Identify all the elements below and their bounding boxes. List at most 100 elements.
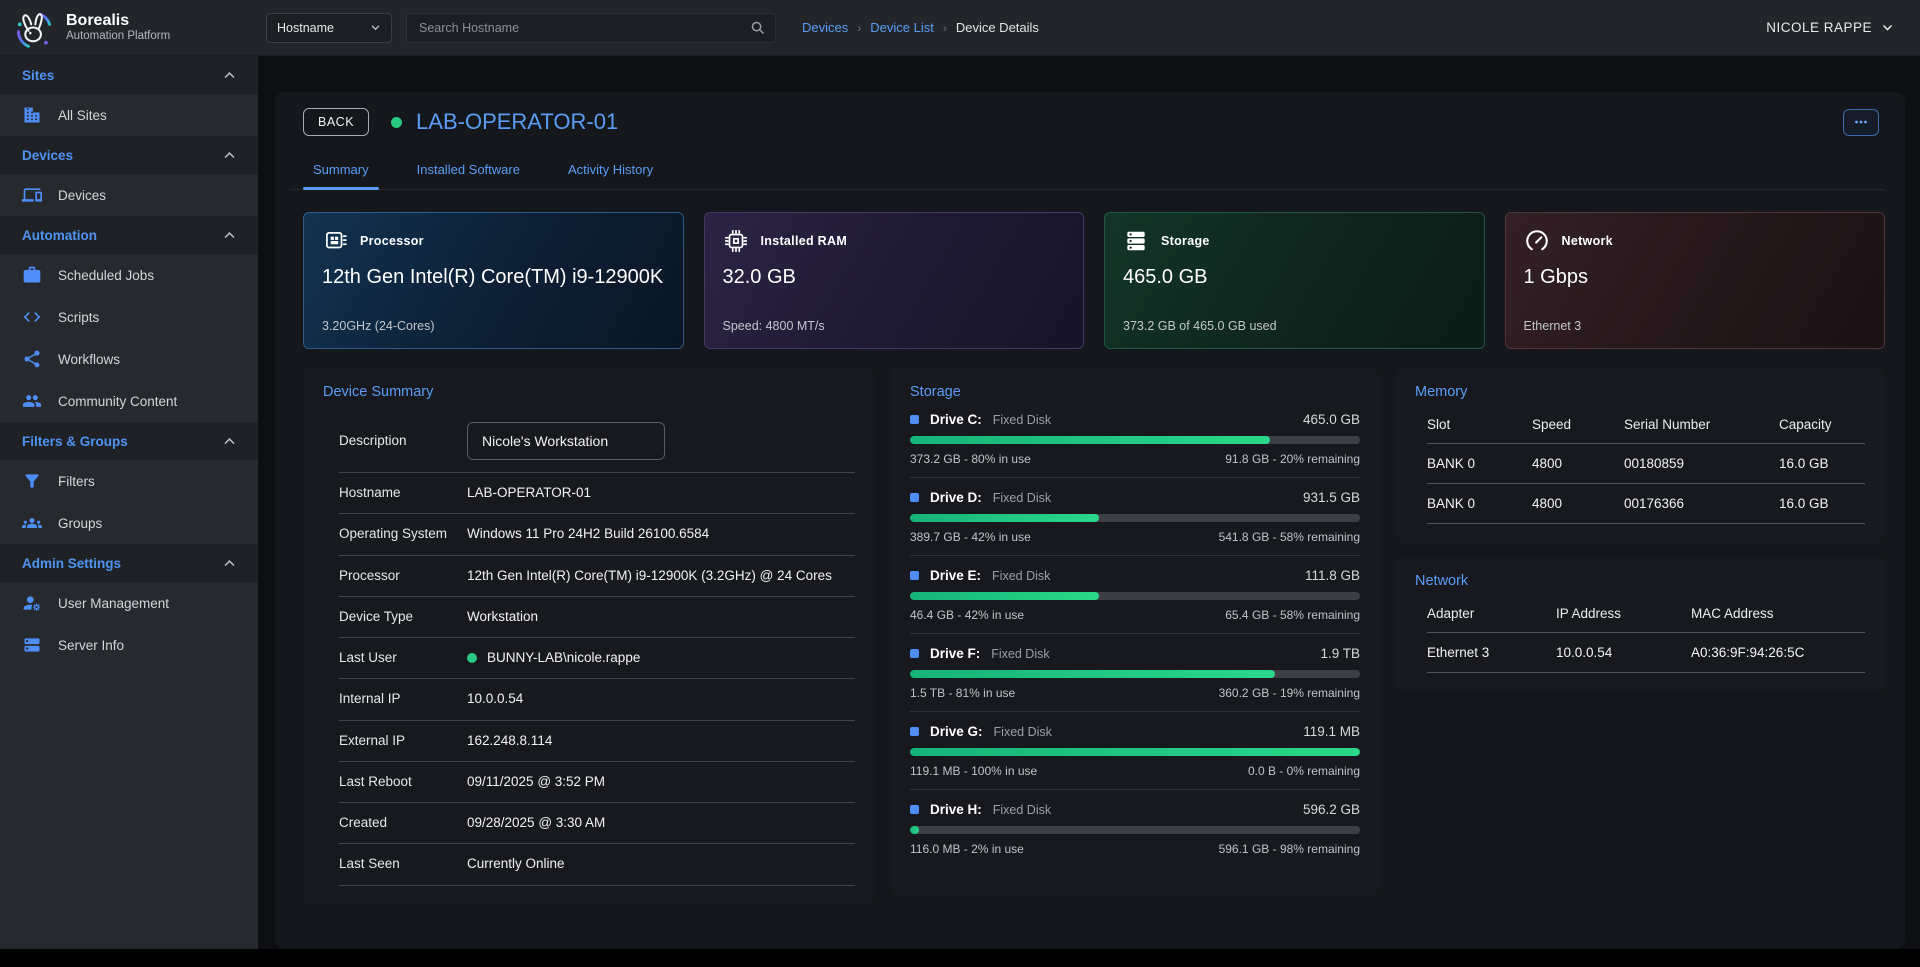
- user-gear-icon: [22, 593, 42, 613]
- device-summary-table: Description Hostname LAB-OPERATOR-01 Ope…: [323, 410, 855, 886]
- chevron-up-icon: [223, 69, 236, 82]
- drive-usage-fill: [910, 436, 1270, 444]
- sidebar-item-label: Scripts: [58, 310, 99, 325]
- breadcrumb-separator-icon: ›: [857, 21, 861, 35]
- row-value: 10.0.0.54: [467, 689, 523, 709]
- drive-row-d: Drive D: Fixed Disk 931.5 GB 389.7 GB - …: [910, 477, 1360, 555]
- drive-usage-bar: [910, 436, 1360, 444]
- drive-usage-bar: [910, 826, 1360, 834]
- workflow-icon: [22, 349, 42, 369]
- drive-used-text: 116.0 MB - 2% in use: [910, 842, 1024, 856]
- ram-chip-icon: [723, 228, 749, 254]
- card-value: 32.0 GB: [723, 266, 1066, 289]
- tab-installed-software[interactable]: Installed Software: [407, 152, 530, 189]
- row-label: Description: [339, 432, 467, 450]
- breadcrumb-device-details: Device Details: [956, 20, 1039, 35]
- right-column: Memory Slot Speed Serial Number Capacity…: [1395, 368, 1885, 691]
- row-label: Last Seen: [339, 855, 467, 873]
- card-footer: Ethernet 3: [1524, 319, 1867, 333]
- drive-free-text: 360.2 GB - 19% remaining: [1219, 686, 1360, 700]
- drive-free-text: 91.8 GB - 20% remaining: [1225, 452, 1360, 466]
- cpu-icon: [322, 228, 348, 254]
- sidebar-item-all-sites[interactable]: All Sites: [0, 94, 258, 136]
- network-row: Ethernet 3 10.0.0.54 A0:36:9F:94:26:5C: [1427, 633, 1865, 673]
- drive-bullet-icon: [910, 415, 919, 424]
- description-input[interactable]: [467, 422, 665, 460]
- sidebar-item-workflows[interactable]: Workflows: [0, 338, 258, 380]
- funnel-icon: [22, 471, 42, 491]
- drive-usage-bar: [910, 670, 1360, 678]
- rabbit-logo-icon: [12, 6, 56, 50]
- sidebar-item-filters[interactable]: Filters: [0, 460, 258, 502]
- card-footer: 3.20GHz (24-Cores): [322, 319, 665, 333]
- sidebar-item-server-info[interactable]: Server Info: [0, 624, 258, 666]
- chevron-down-icon: [370, 22, 381, 33]
- sidebar-section-automation[interactable]: Automation: [0, 216, 258, 254]
- groups-icon: [22, 513, 42, 533]
- drive-size: 1.9 TB: [1320, 646, 1360, 661]
- drive-usage-fill: [910, 826, 919, 834]
- sidebar-item-label: Groups: [58, 516, 102, 531]
- drive-free-text: 596.1 GB - 98% remaining: [1219, 842, 1360, 856]
- user-menu[interactable]: NICOLE RAPPE: [1766, 20, 1894, 35]
- sidebar-section-label: Sites: [22, 68, 54, 83]
- sidebar-item-scripts[interactable]: Scripts: [0, 296, 258, 338]
- memory-table: Slot Speed Serial Number Capacity BANK 0…: [1415, 406, 1865, 524]
- sidebar-section-label: Devices: [22, 148, 73, 163]
- summary-row-last-reboot: Last Reboot 09/11/2025 @ 3:52 PM: [339, 762, 855, 803]
- search-box: [406, 13, 776, 43]
- tab-summary[interactable]: Summary: [303, 152, 379, 189]
- card-value: 1 Gbps: [1524, 266, 1867, 289]
- sidebar-item-scheduled-jobs[interactable]: Scheduled Jobs: [0, 254, 258, 296]
- server-icon: [22, 635, 42, 655]
- network-ip: 10.0.0.54: [1556, 633, 1691, 672]
- tab-activity-history[interactable]: Activity History: [558, 152, 663, 189]
- sidebar-section-label: Filters & Groups: [22, 434, 128, 449]
- column-header: Capacity: [1779, 406, 1865, 443]
- sidebar-item-devices[interactable]: Devices: [0, 174, 258, 216]
- row-label: Last User: [339, 649, 467, 667]
- sidebar-section-admin-settings[interactable]: Admin Settings: [0, 544, 258, 582]
- drive-free-text: 541.8 GB - 58% remaining: [1219, 530, 1360, 544]
- sidebar-item-label: All Sites: [58, 108, 107, 123]
- drive-used-text: 46.4 GB - 42% in use: [910, 608, 1024, 622]
- breadcrumb-devices[interactable]: Devices: [802, 20, 848, 35]
- chevron-up-icon: [223, 435, 236, 448]
- drive-row-f: Drive F: Fixed Disk 1.9 TB 1.5 TB - 81% …: [910, 633, 1360, 711]
- sidebar-item-groups[interactable]: Groups: [0, 502, 258, 544]
- network-adapter: Ethernet 3: [1427, 633, 1556, 672]
- summary-row-hostname: Hostname LAB-OPERATOR-01: [339, 473, 855, 514]
- sidebar-item-label: User Management: [58, 596, 169, 611]
- sidebar-section-devices[interactable]: Devices: [0, 136, 258, 174]
- search-input[interactable]: [417, 20, 750, 36]
- drive-usage-bar: [910, 748, 1360, 756]
- drive-usage-fill: [910, 670, 1275, 678]
- hostname-filter-dropdown[interactable]: Hostname: [266, 13, 392, 43]
- card-footer: 373.2 GB of 465.0 GB used: [1123, 319, 1466, 333]
- sidebar-section-sites[interactable]: Sites: [0, 56, 258, 94]
- sidebar-item-user-management[interactable]: User Management: [0, 582, 258, 624]
- sidebar: Sites All Sites Devices Devices Automati…: [0, 56, 258, 949]
- row-label: Device Type: [339, 608, 467, 626]
- sidebar-section-filters-groups[interactable]: Filters & Groups: [0, 422, 258, 460]
- sidebar-item-label: Filters: [58, 474, 95, 489]
- back-button[interactable]: BACK: [303, 108, 369, 136]
- drive-usage-fill: [910, 592, 1099, 600]
- drive-name: Drive E:: [930, 568, 981, 583]
- processor-card: Processor 12th Gen Intel(R) Core(TM) i9-…: [303, 212, 684, 349]
- online-status-dot: [467, 653, 477, 663]
- sidebar-section-label: Admin Settings: [22, 556, 121, 571]
- detail-panels-row: Device Summary Description Hostname LAB-…: [290, 368, 1885, 904]
- gauge-icon: [1524, 228, 1550, 254]
- drive-bullet-icon: [910, 493, 919, 502]
- row-label: Internal IP: [339, 690, 467, 708]
- breadcrumb-device-list[interactable]: Device List: [870, 20, 934, 35]
- memory-header-row: Slot Speed Serial Number Capacity: [1427, 406, 1865, 444]
- drive-name: Drive D:: [930, 490, 982, 505]
- actions-menu-button[interactable]: [1843, 109, 1879, 136]
- row-label: Last Reboot: [339, 773, 467, 791]
- drive-name: Drive F:: [930, 646, 980, 661]
- sidebar-item-community-content[interactable]: Community Content: [0, 380, 258, 422]
- network-header-row: Adapter IP Address MAC Address: [1427, 595, 1865, 633]
- drive-usage-bar: [910, 592, 1360, 600]
